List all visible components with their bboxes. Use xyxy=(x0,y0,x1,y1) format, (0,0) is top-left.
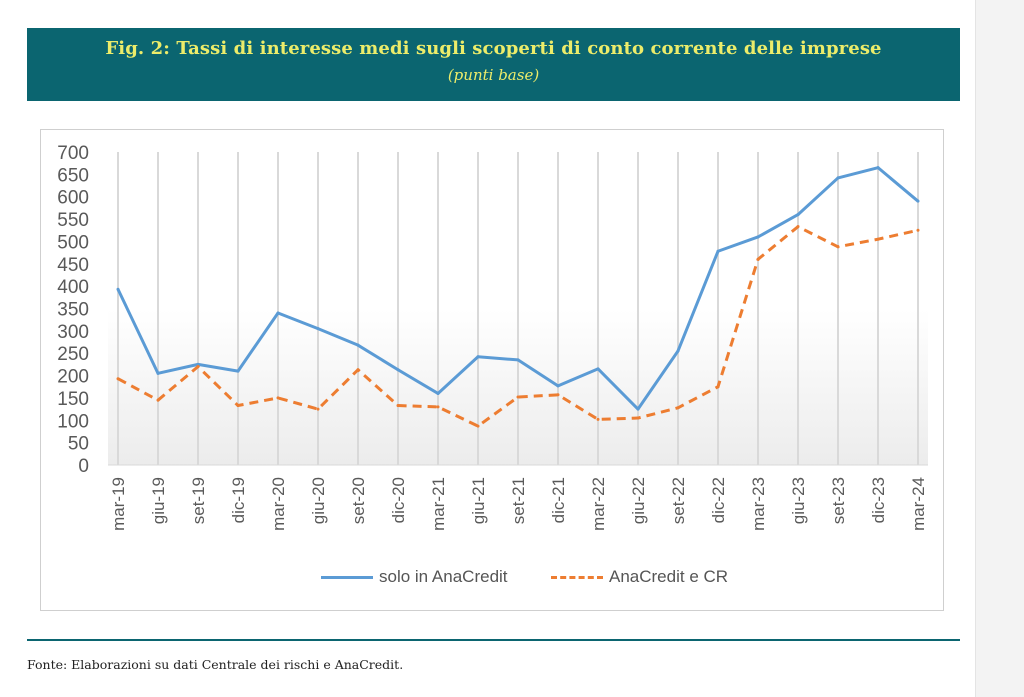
data-point xyxy=(276,311,280,315)
y-tick-label: 400 xyxy=(57,277,89,298)
data-point xyxy=(236,404,240,408)
data-point xyxy=(556,384,560,388)
x-tick-label: set-20 xyxy=(349,477,368,524)
figure-header: Fig. 2: Tassi di interesse medi sugli sc… xyxy=(27,28,960,101)
y-tick-label: 250 xyxy=(57,344,89,365)
data-point xyxy=(116,287,120,291)
chart-frame: 0 50 100 150 200 250 300 350 400 450 500 550 600 650 7… xyxy=(40,129,944,611)
y-tick-label: 450 xyxy=(57,255,89,276)
x-tick-label: giu-20 xyxy=(309,477,328,524)
x-tick-label: set-21 xyxy=(509,477,528,524)
y-tick-label: 150 xyxy=(57,389,89,410)
legend-item-anacredit-cr: AnaCredit e CR xyxy=(551,567,728,587)
data-point xyxy=(876,237,880,241)
line-chart: 0501001502002503003504004505005506006507… xyxy=(57,143,928,531)
data-point xyxy=(916,199,920,203)
figure-title: Fig. 2: Tassi di interesse medi sugli sc… xyxy=(105,38,882,59)
data-point xyxy=(516,395,520,399)
x-tick-label: giu-21 xyxy=(469,477,488,524)
legend-swatch-solid xyxy=(321,575,373,579)
data-point xyxy=(156,398,160,402)
data-point xyxy=(236,369,240,373)
data-point xyxy=(676,349,680,353)
y-tick-label: 100 xyxy=(57,411,89,432)
data-point xyxy=(596,417,600,421)
data-point xyxy=(756,257,760,261)
data-point xyxy=(756,235,760,239)
data-point xyxy=(196,365,200,369)
data-point xyxy=(716,249,720,253)
data-point xyxy=(276,396,280,400)
chart-legend: solo in AnaCredit AnaCredit e CR xyxy=(281,567,801,591)
legend-swatch-dashed xyxy=(551,575,603,579)
footer-rule xyxy=(27,639,960,641)
data-point xyxy=(476,355,480,359)
x-tick-label: dic-21 xyxy=(549,477,568,523)
data-point xyxy=(716,385,720,389)
x-tick-label: mar-23 xyxy=(749,477,768,531)
figure-subtitle: (punti base) xyxy=(447,66,540,84)
y-tick-label: 650 xyxy=(57,165,89,186)
y-tick-label: 200 xyxy=(57,367,89,388)
x-tick-label: dic-23 xyxy=(869,477,888,523)
data-point xyxy=(796,213,800,217)
legend-item-solo-anacredit: solo in AnaCredit xyxy=(321,567,508,587)
data-point xyxy=(836,245,840,249)
data-point xyxy=(396,368,400,372)
y-tick-label: 300 xyxy=(57,322,89,343)
data-point xyxy=(876,166,880,170)
data-point xyxy=(796,225,800,229)
x-tick-label: dic-20 xyxy=(389,477,408,523)
data-point xyxy=(636,416,640,420)
x-tick-label: set-23 xyxy=(829,477,848,524)
data-point xyxy=(156,371,160,375)
data-point xyxy=(516,358,520,362)
x-tick-label: dic-19 xyxy=(229,477,248,523)
x-tick-label: giu-22 xyxy=(629,477,648,524)
x-tick-label: dic-22 xyxy=(709,477,728,523)
data-point xyxy=(676,406,680,410)
x-tick-label: giu-23 xyxy=(789,477,808,524)
source-note: Fonte: Elaborazioni su dati Centrale dei… xyxy=(27,657,404,672)
data-point xyxy=(356,343,360,347)
x-tick-label: mar-24 xyxy=(909,477,928,531)
data-point xyxy=(116,377,120,381)
data-point xyxy=(596,367,600,371)
data-point xyxy=(476,424,480,428)
y-tick-label: 500 xyxy=(57,232,89,253)
legend-label-anacredit-cr: AnaCredit e CR xyxy=(609,567,729,586)
series-line-anacredit-cr xyxy=(117,225,919,428)
data-point xyxy=(556,393,560,397)
legend-label-solo-anacredit: solo in AnaCredit xyxy=(379,567,508,586)
data-point xyxy=(316,327,320,331)
y-tick-label: 600 xyxy=(57,188,89,209)
data-point xyxy=(836,176,840,180)
data-point xyxy=(316,407,320,411)
x-tick-label: giu-19 xyxy=(149,477,168,524)
data-point xyxy=(436,391,440,395)
data-point xyxy=(196,362,200,366)
x-tick-label: mar-21 xyxy=(429,477,448,531)
y-tick-label: 350 xyxy=(57,300,89,321)
data-point xyxy=(436,405,440,409)
y-tick-label: 0 xyxy=(78,456,89,477)
x-tick-label: mar-22 xyxy=(589,477,608,531)
x-tick-label: mar-19 xyxy=(109,477,128,531)
x-tick-label: set-19 xyxy=(189,477,208,524)
data-point xyxy=(916,228,920,232)
y-tick-label: 700 xyxy=(57,143,89,164)
x-tick-label: mar-20 xyxy=(269,477,288,531)
y-tick-label: 50 xyxy=(68,434,89,455)
data-point xyxy=(356,368,360,372)
data-point xyxy=(636,407,640,411)
x-tick-label: set-22 xyxy=(669,477,688,524)
data-point xyxy=(396,404,400,408)
page-margin-strip xyxy=(975,0,1024,697)
y-tick-label: 550 xyxy=(57,210,89,231)
